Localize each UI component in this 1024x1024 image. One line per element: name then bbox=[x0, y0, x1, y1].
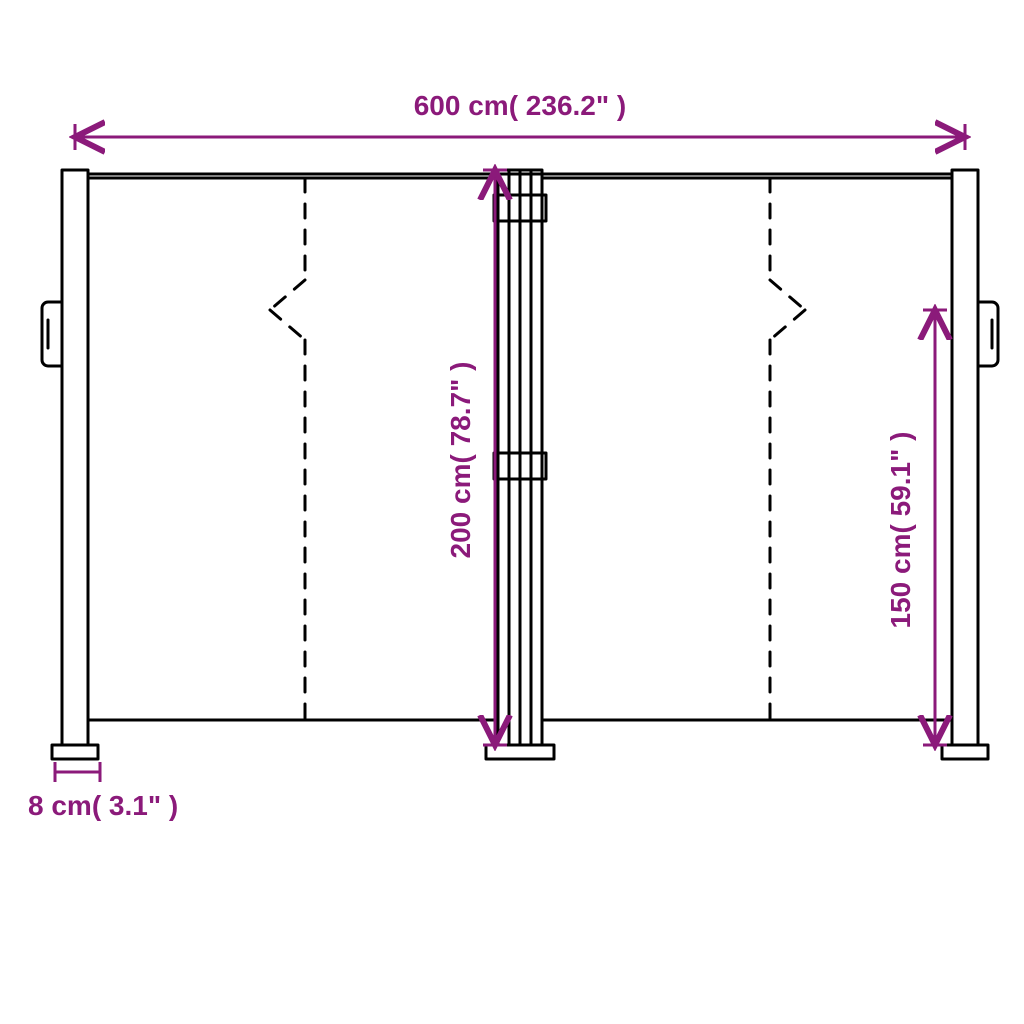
dim-height-right-label: 150 cm( 59.1" ) bbox=[885, 432, 916, 629]
left-handle bbox=[42, 302, 62, 366]
right-post bbox=[952, 170, 978, 745]
product-outline bbox=[42, 170, 998, 759]
fold-line-right bbox=[770, 178, 805, 720]
dim-height-center-label: 200 cm( 78.7" ) bbox=[445, 362, 476, 559]
dimension-annotations: 600 cm( 236.2" ) 200 cm( 78.7" ) 150 cm(… bbox=[28, 90, 965, 821]
dim-width: 600 cm( 236.2" ) bbox=[75, 90, 965, 150]
center-foot bbox=[486, 745, 554, 759]
center-post bbox=[494, 170, 546, 745]
dim-foot-label: 8 cm( 3.1" ) bbox=[28, 790, 178, 821]
fold-line-left bbox=[270, 178, 305, 720]
dimension-diagram: 600 cm( 236.2" ) 200 cm( 78.7" ) 150 cm(… bbox=[0, 0, 1024, 1024]
dim-foot: 8 cm( 3.1" ) bbox=[28, 762, 178, 821]
right-foot bbox=[942, 745, 988, 759]
left-post bbox=[62, 170, 88, 745]
dim-width-label: 600 cm( 236.2" ) bbox=[414, 90, 627, 121]
right-handle bbox=[978, 302, 998, 366]
left-panel bbox=[88, 178, 498, 720]
left-foot bbox=[52, 745, 98, 759]
dim-height-right: 150 cm( 59.1" ) bbox=[885, 310, 947, 745]
